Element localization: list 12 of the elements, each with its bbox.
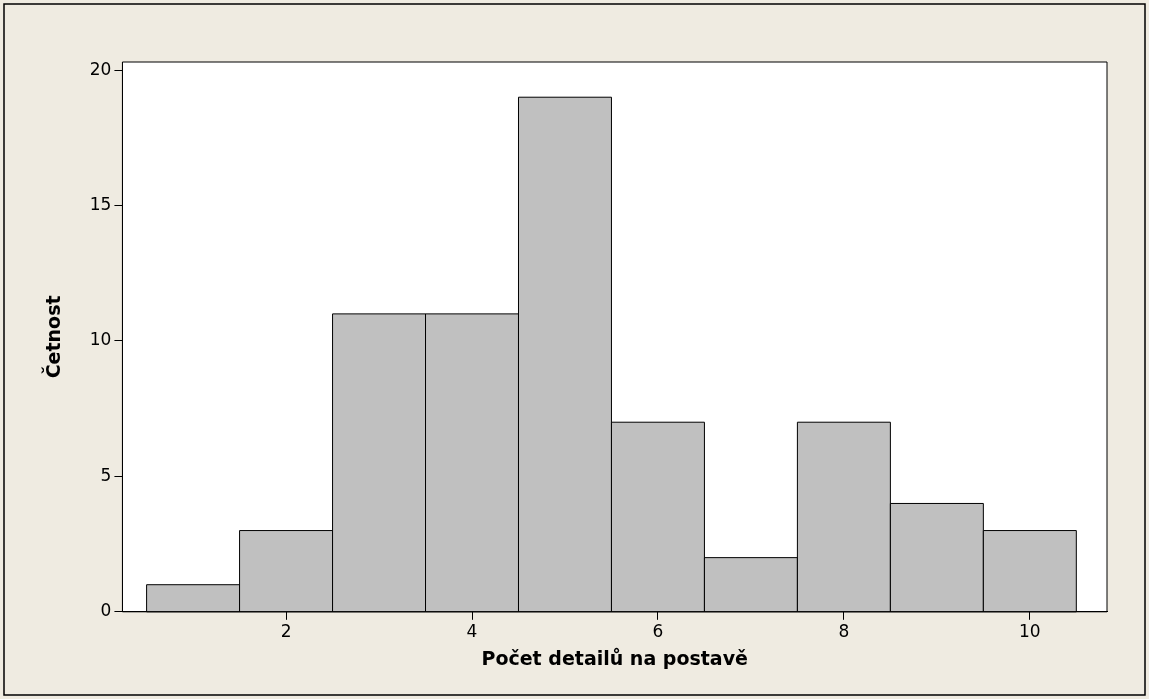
y-axis-title: Četnost xyxy=(41,295,65,379)
y-tick-label: 5 xyxy=(100,464,112,485)
x-tick-label: 2 xyxy=(280,621,292,642)
x-tick-label: 4 xyxy=(466,621,478,642)
x-tick-label: 6 xyxy=(652,621,664,642)
y-tick-label: 15 xyxy=(89,193,112,214)
x-tick-label: 10 xyxy=(1019,621,1041,642)
y-tick-label: 10 xyxy=(89,329,112,350)
y-tick-label: 20 xyxy=(89,58,112,79)
x-tick-label: 8 xyxy=(838,621,850,642)
x-axis-title: Počet detailů na postavě xyxy=(481,646,748,669)
y-tick-label: 0 xyxy=(100,600,112,621)
